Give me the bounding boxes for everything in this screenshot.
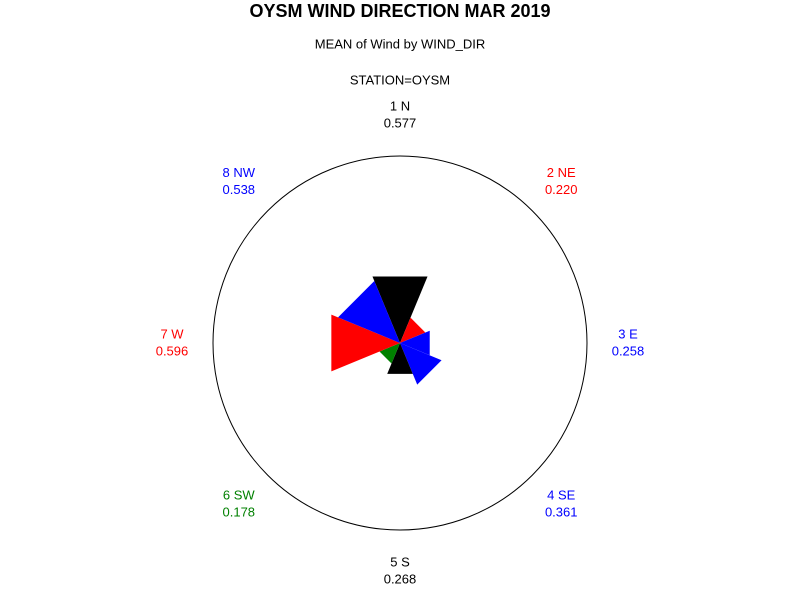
value-label: 0.538 <box>223 182 256 197</box>
outer-circle <box>212 155 588 531</box>
value-label: 0.178 <box>223 505 256 520</box>
wedge <box>331 314 400 372</box>
value-label: 0.258 <box>612 343 645 358</box>
value-label: 0.577 <box>384 115 417 130</box>
chart-subtitle: MEAN of Wind by WIND_DIR <box>315 36 485 51</box>
value-label: 0.596 <box>156 343 189 358</box>
value-label: 0.268 <box>384 571 417 586</box>
wedge <box>387 343 413 374</box>
value-label: 0.220 <box>545 182 578 197</box>
category-label: 2 NE <box>547 165 576 180</box>
category-label: 6 SW <box>223 488 256 503</box>
wedge <box>372 276 428 343</box>
wedge <box>400 330 430 356</box>
chart-title: OYSM WIND DIRECTION MAR 2019 <box>249 1 550 21</box>
wedge <box>400 317 426 343</box>
category-label: 7 W <box>160 326 184 341</box>
wedge <box>379 343 400 364</box>
wedge <box>338 281 400 343</box>
category-label: 4 SE <box>547 488 576 503</box>
category-label: 5 S <box>390 554 410 569</box>
category-label: 8 NW <box>223 165 256 180</box>
category-label: 3 E <box>618 326 638 341</box>
category-label: 1 N <box>390 98 410 113</box>
value-label: 0.361 <box>545 505 578 520</box>
wedge <box>400 343 442 385</box>
annotation: STATION=OYSM <box>350 72 450 87</box>
